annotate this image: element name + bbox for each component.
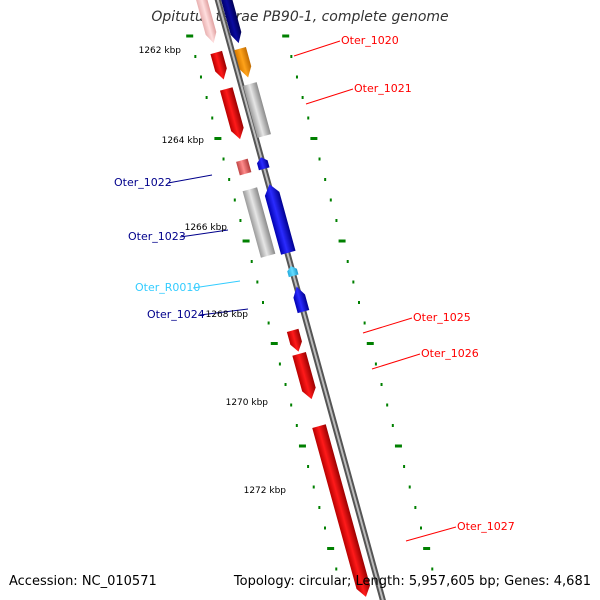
ruler-label: 1264 kbp	[162, 136, 205, 146]
ruler-label: 1272 kbp	[244, 486, 287, 496]
gene-feature-cyan-oter_r0010[interactable]	[286, 265, 299, 278]
gene-arrow[interactable]	[195, 0, 219, 45]
gene-arrow[interactable]	[210, 50, 229, 81]
gene-feature-red-oter_1025[interactable]	[286, 328, 304, 353]
gene-label[interactable]: Oter_1022	[114, 176, 172, 189]
gene-labels: Oter_1020 Oter_1021 Oter_1022 Oter_1023 Oter…	[114, 34, 515, 542]
ruler-ticks	[186, 34, 434, 571]
gene-feature-pink[interactable]	[195, 0, 219, 45]
gene-arrow[interactable]	[243, 82, 271, 138]
label-leader-line	[305, 88, 354, 105]
gene-arrow[interactable]	[292, 351, 318, 401]
gene-arrow[interactable]	[286, 265, 299, 278]
label-leader-line	[362, 317, 413, 334]
gene-feature-blue[interactable]	[256, 156, 270, 171]
gene-features[interactable]	[195, 0, 373, 599]
label-leader-line	[405, 526, 457, 542]
gene-label[interactable]: Oter_1023	[128, 230, 186, 243]
gene-label[interactable]: Oter_1027	[457, 520, 515, 533]
gene-arrow[interactable]	[220, 0, 244, 45]
gene-arrow[interactable]	[242, 187, 276, 258]
label-leader-line	[199, 308, 249, 316]
gene-feature-darkblue[interactable]	[220, 0, 244, 45]
ruler-label: 1262 kbp	[139, 46, 182, 56]
gene-label[interactable]: Oter_1020	[341, 34, 399, 47]
gene-feature-blue[interactable]	[262, 182, 296, 255]
genome-summary: Topology: circular; Length: 5,957,605 bp…	[233, 574, 591, 589]
gene-label[interactable]: Oter_1024	[147, 308, 205, 321]
gene-arrow[interactable]	[262, 182, 296, 255]
gene-arrow[interactable]	[234, 46, 254, 79]
gene-arrow[interactable]	[312, 424, 372, 598]
accession-label: Accession: NC_010571	[9, 574, 157, 589]
gene-arrow[interactable]	[256, 156, 270, 171]
gene-arrow[interactable]	[236, 158, 252, 176]
gene-feature-grey-oter_1023[interactable]	[242, 187, 276, 258]
label-leader-line	[167, 174, 213, 184]
ruler-label: 1266 kbp	[185, 223, 228, 233]
label-leader-line	[179, 229, 229, 238]
gene-label[interactable]: Oter_1026	[421, 347, 479, 360]
label-leader-line	[371, 353, 421, 370]
gene-label[interactable]: Oter_R0010	[135, 281, 200, 294]
gene-feature-red-oter_1020[interactable]	[210, 50, 229, 81]
gene-feature-red-oter_1021[interactable]	[219, 87, 246, 141]
gene-arrow[interactable]	[291, 285, 310, 314]
label-leader-line	[293, 40, 341, 57]
gene-feature-salmon-oter_1022[interactable]	[236, 158, 252, 176]
gene-label[interactable]: Oter_1025	[413, 311, 471, 324]
gene-arrow[interactable]	[286, 328, 304, 353]
gene-feature-grey[interactable]	[243, 82, 271, 138]
label-leader-line	[192, 280, 241, 289]
gene-feature-blue-oter_1024[interactable]	[291, 285, 310, 314]
gene-arrow[interactable]	[219, 87, 246, 141]
gene-feature-red-oter_1027[interactable]	[312, 424, 372, 598]
gene-label[interactable]: Oter_1021	[354, 82, 412, 95]
ruler-label: 1268 kbp	[206, 310, 249, 320]
gene-feature-orange[interactable]	[234, 46, 254, 79]
gene-feature-red-oter_1026[interactable]	[292, 351, 318, 401]
ruler-label: 1270 kbp	[226, 398, 269, 408]
ruler-labels: 1262 kbp 1264 kbp 1266 kbp 1268 kbp 1270 kbp…	[139, 46, 287, 496]
